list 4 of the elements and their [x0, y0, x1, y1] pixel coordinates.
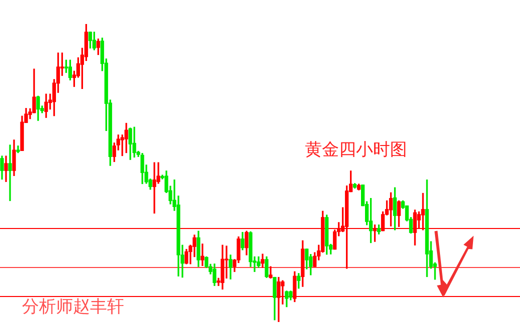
annotation: 分析师赵丰轩	[22, 297, 124, 317]
candlestick	[200, 244, 204, 266]
candlestick	[8, 144, 12, 202]
annotation: 黄金四小时图	[305, 140, 407, 160]
